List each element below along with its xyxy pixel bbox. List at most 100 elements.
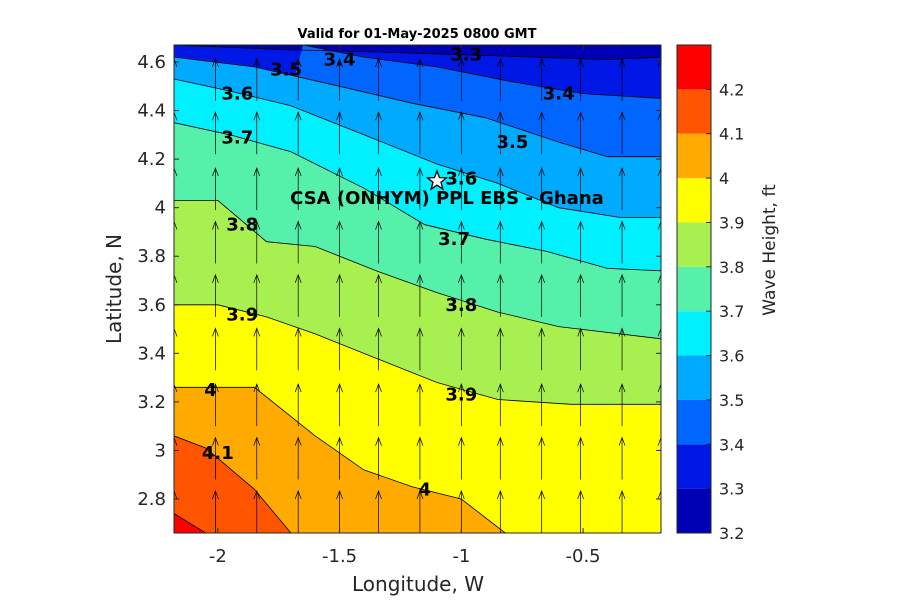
colorbar-frame (676, 44, 712, 534)
wave-vector (577, 327, 584, 371)
wave-vector (618, 436, 626, 480)
wave-vector (375, 383, 382, 427)
wave-vector (538, 57, 546, 101)
contour-label: 3.3 (450, 45, 482, 66)
site-label: CSA (ONHYM) PPL EBS - Ghana (290, 188, 604, 209)
wave-vector (375, 220, 382, 264)
contour-label: 3.7 (438, 229, 470, 250)
wave-vector (375, 327, 382, 371)
contour-line (174, 45, 661, 61)
wave-vector (174, 167, 178, 211)
wave-vector (577, 111, 584, 155)
colorbar: 3.2 3.3 3.4 3.5 3.6 3.7 3.8 3.9 4 4.1 4.2 Wave Hei… (676, 44, 780, 543)
wave-vector (416, 111, 424, 155)
colorbar-tick-label: 3.5 (719, 391, 744, 410)
wave-vector (416, 220, 424, 264)
wave-vector (538, 273, 546, 317)
wave-vector (657, 273, 661, 317)
y-tick-label: 4.2 (137, 149, 166, 170)
contour-bands (174, 45, 661, 533)
wave-vector (618, 220, 626, 264)
wave-vector (212, 490, 219, 533)
colorbar-tick-label: 3.9 (719, 213, 744, 232)
wave-vector (375, 490, 382, 533)
wave-vector (660, 45, 661, 48)
wave-vector (294, 273, 302, 317)
colorbar-tick-label: 4.1 (719, 125, 744, 144)
colorbar-band (677, 311, 711, 356)
wave-vector (174, 57, 178, 101)
colorbar-band (677, 355, 711, 400)
wave-vector (212, 327, 219, 371)
chart-title: Valid for 01-May-2025 0800 GMT (298, 27, 537, 42)
wave-vector (577, 436, 584, 480)
wave-vector (336, 167, 343, 211)
colorbar-band (677, 488, 711, 533)
contour-label: 4 (419, 479, 432, 500)
site-marker-group: CSA (ONHYM) PPL EBS - Ghana (290, 169, 604, 209)
wave-vector (294, 383, 302, 427)
wave-vector (253, 436, 261, 480)
wave-vector (458, 57, 465, 101)
wave-vector (538, 327, 546, 371)
wave-vector (256, 45, 258, 48)
contour-label: 3.7 (221, 127, 253, 148)
wave-vector (253, 383, 261, 427)
x-tick-label: -1 (452, 546, 470, 567)
wave-vector (580, 45, 581, 48)
wave-vector (458, 220, 465, 264)
y-tick-label: 3.2 (137, 392, 166, 413)
wave-vector (212, 436, 219, 480)
wave-vector (618, 111, 626, 155)
wave-vector (336, 327, 343, 371)
wave-vector (496, 167, 504, 211)
contour-label: 3.5 (270, 59, 302, 80)
wave-vector (538, 490, 546, 533)
colorbar-tick-label: 3.8 (719, 258, 744, 277)
wave-vector (618, 273, 626, 317)
contour-line (303, 45, 661, 99)
wave-vector (294, 111, 302, 155)
wave-vector (618, 327, 626, 371)
wave-vector (174, 327, 178, 371)
wave-vector (174, 490, 178, 533)
wave-vector (657, 111, 661, 155)
colorbar-band (677, 89, 711, 134)
contour-label: 3.4 (324, 50, 356, 71)
wave-vector (294, 167, 302, 211)
wave-vector (618, 167, 626, 211)
contour-labels: 3.3 3.4 3.4 3.5 3.5 3.6 3.6 3.7 3.7 3.8 3.8 3.9 3.9 4… (202, 45, 575, 501)
y-tick-label: 3.6 (137, 295, 166, 316)
colorbar-band (677, 444, 711, 489)
contour-label: 4.1 (202, 443, 234, 464)
wave-direction-vectors (174, 45, 661, 533)
wave-vector (212, 167, 219, 211)
wave-vector (375, 111, 382, 155)
contour-line (174, 304, 661, 405)
colorbar-bands (677, 45, 711, 533)
wave-vector (496, 273, 504, 317)
contour-line (174, 56, 661, 158)
wave-vector (336, 436, 343, 480)
wave-vector (657, 167, 661, 211)
wave-vector (538, 383, 546, 427)
wave-vector (577, 167, 584, 211)
wave-vector (336, 490, 343, 533)
y-axis-label: Latitude, N (102, 234, 126, 344)
wave-vector (416, 327, 424, 371)
colorbar-label: Wave Height, ft (760, 184, 780, 316)
colorbar-tick-label: 3.3 (719, 480, 744, 499)
x-tick-label: -0.5 (566, 546, 601, 567)
contour-label: 3.6 (221, 84, 253, 105)
wave-vector (577, 383, 584, 427)
wave-vector (336, 57, 343, 101)
wave-vector (336, 273, 343, 317)
wave-vector (621, 45, 623, 48)
wave-vector (416, 167, 424, 211)
colorbar-tick-label: 3.6 (719, 347, 744, 366)
wave-vector (253, 167, 261, 211)
contour-band (174, 435, 291, 533)
wave-vector (212, 57, 219, 101)
y-tick-label: 4.4 (137, 101, 166, 122)
